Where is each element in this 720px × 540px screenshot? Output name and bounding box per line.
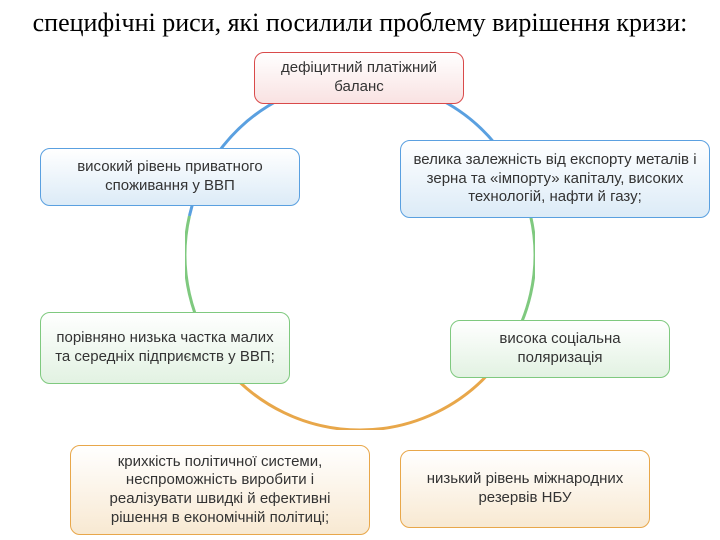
cycle-node-label: низький рівень міжнародних резервів НБУ — [413, 470, 637, 508]
cycle-node-label: висока соціальна поляризація — [463, 330, 657, 368]
cycle-node: крихкість політичної системи, неспроможн… — [70, 445, 370, 535]
cycle-node-label: велика залежність від експорту металів і… — [413, 151, 697, 207]
cycle-node: висока соціальна поляризація — [450, 320, 670, 378]
cycle-node: порівняно низька частка малих та середні… — [40, 312, 290, 384]
cycle-node: низький рівень міжнародних резервів НБУ — [400, 450, 650, 528]
cycle-node-label: дефіцитний платіжний баланс — [267, 59, 451, 97]
cycle-node-label: крихкість політичної системи, неспроможн… — [83, 453, 357, 528]
cycle-node: велика залежність від експорту металів і… — [400, 140, 710, 218]
cycle-node: високий рівень приватного споживання у В… — [40, 148, 300, 206]
page-title: специфічні риси, які посилили проблему в… — [0, 8, 720, 38]
cycle-node-label: високий рівень приватного споживання у В… — [53, 158, 287, 196]
cycle-node: дефіцитний платіжний баланс — [254, 52, 464, 104]
cycle-node-label: порівняно низька частка малих та середні… — [53, 329, 277, 367]
